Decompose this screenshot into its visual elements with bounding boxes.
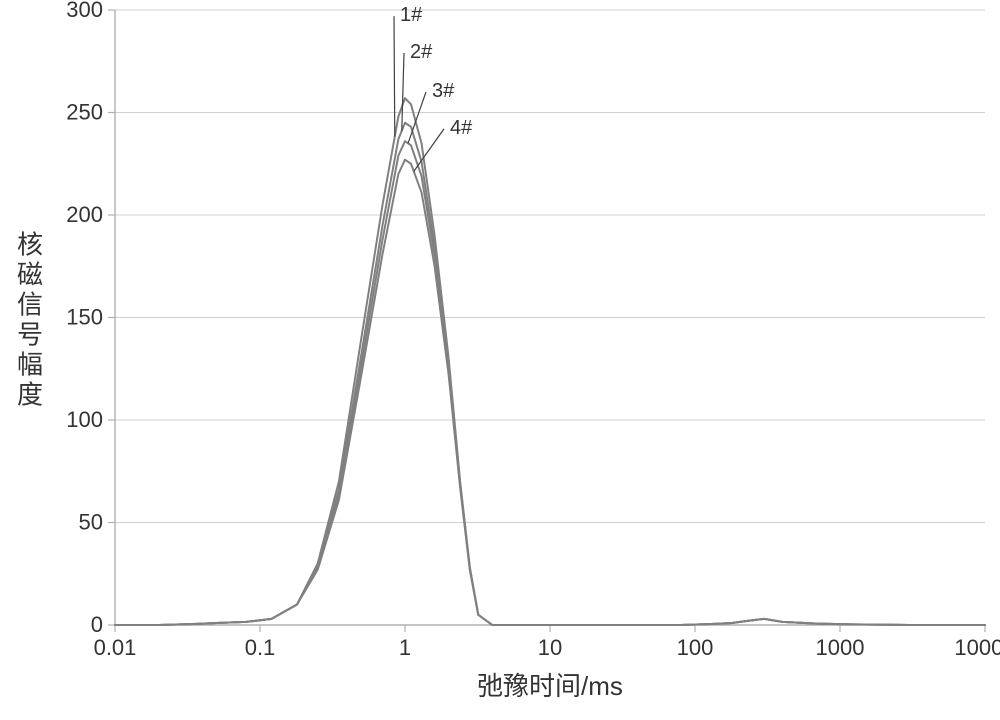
x-tick-label: 10000 (954, 635, 1000, 660)
x-tick-label: 0.1 (245, 635, 276, 660)
nmr-t2-chart: 0.01 0.1 1 10 100 1000 10000 0 50 100 150 200 250 300… (0, 0, 1000, 720)
legend-label: 2# (410, 41, 433, 63)
x-tick-label: 10 (538, 635, 562, 660)
legend-label: 1# (400, 4, 423, 26)
y-axis-title-char: 幅 (17, 350, 43, 380)
y-axis-title-char: 度 (17, 380, 43, 410)
x-tick-label: 1 (399, 635, 411, 660)
y-tick-label: 300 (66, 0, 103, 22)
y-tick-label: 100 (66, 407, 103, 432)
y-axis-title-char: 磁 (17, 260, 43, 290)
x-axis-title: 弛豫时间/ms (477, 671, 623, 701)
y-tick-label: 0 (91, 612, 103, 637)
legend-leader (394, 16, 395, 137)
y-tick-label: 200 (66, 202, 103, 227)
y-tick-label: 50 (79, 510, 103, 535)
x-tick-label: 0.01 (94, 635, 137, 660)
y-axis-title-char: 号 (17, 320, 43, 350)
y-axis-title-char: 信 (17, 290, 43, 320)
legend-label: 4# (450, 117, 473, 139)
chart-svg: 0.01 0.1 1 10 100 1000 10000 0 50 100 150 200 250 300… (0, 0, 1000, 720)
x-tick-label: 1000 (816, 635, 865, 660)
x-tick-label: 100 (677, 635, 714, 660)
y-tick-label: 250 (66, 100, 103, 125)
y-tick-label: 150 (66, 305, 103, 330)
legend-label: 3# (432, 80, 455, 102)
y-axis-title-char: 核 (17, 230, 43, 260)
